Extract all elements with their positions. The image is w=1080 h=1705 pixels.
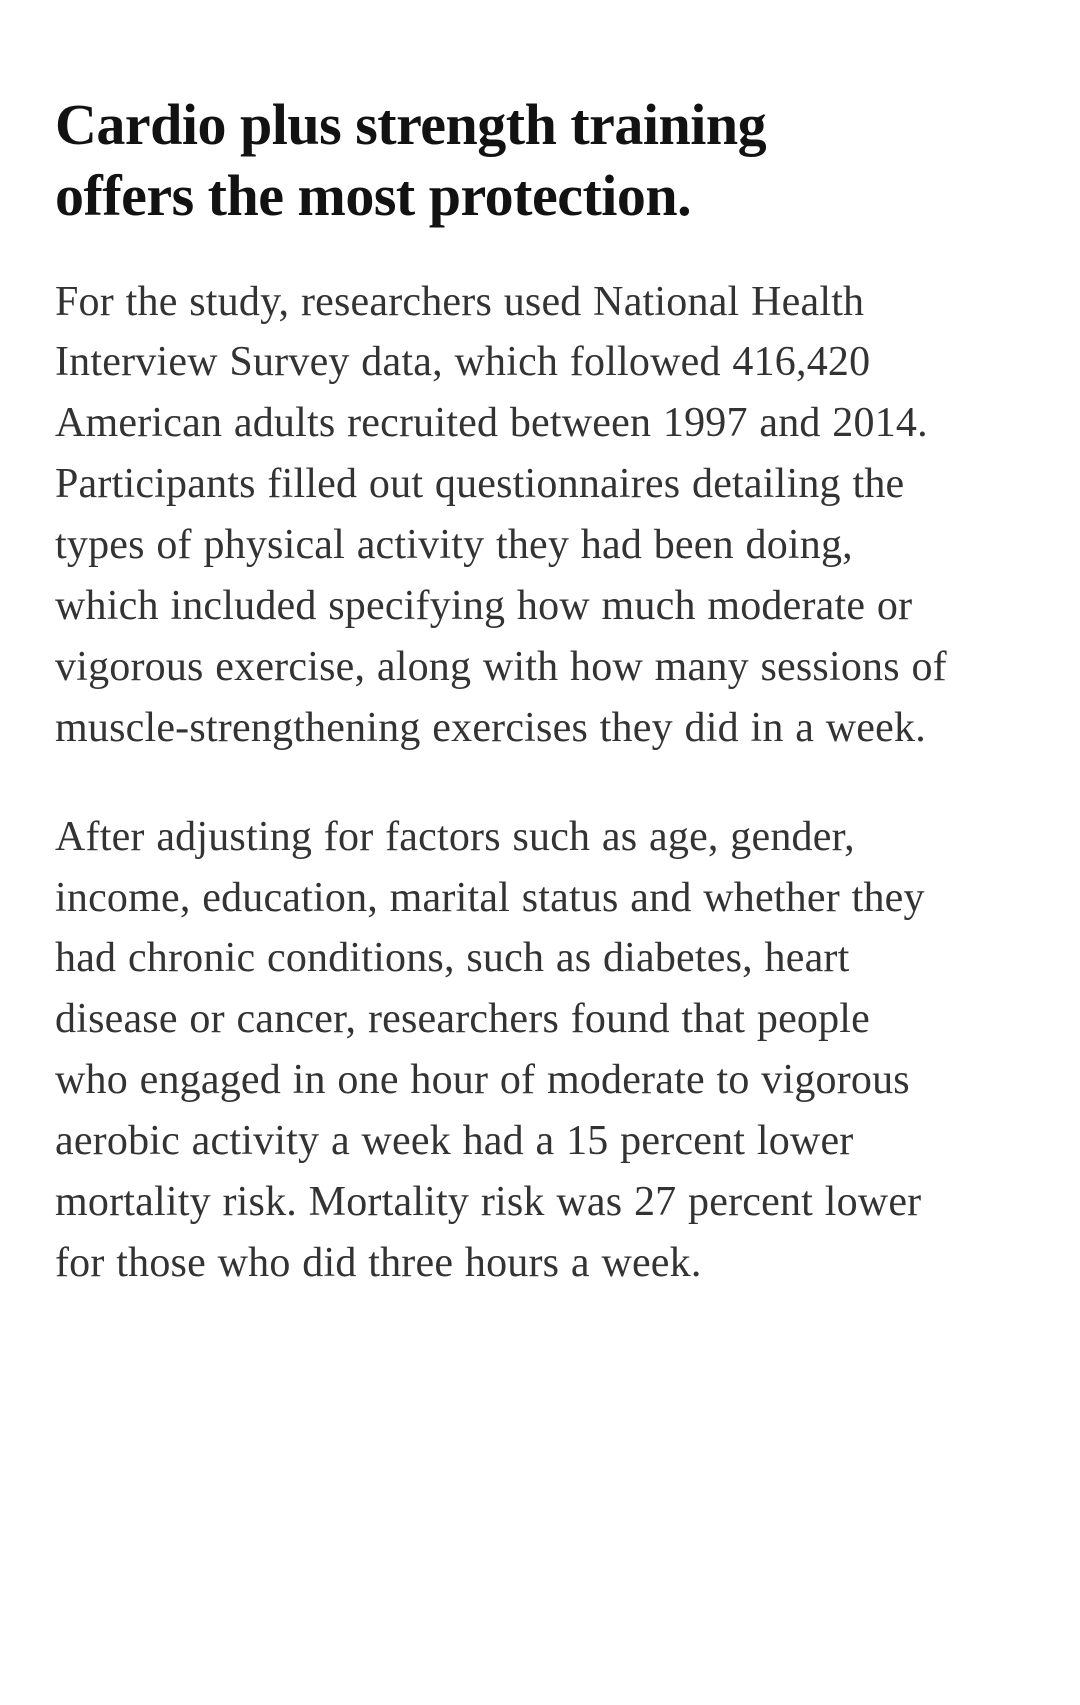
article-paragraph-2: After adjusting for factors such as age,… (55, 813, 925, 1286)
article-section-heading: Cardio plus strength training offers the… (55, 92, 767, 228)
article-paragraph-1: For the study, researchers used National… (55, 278, 947, 751)
